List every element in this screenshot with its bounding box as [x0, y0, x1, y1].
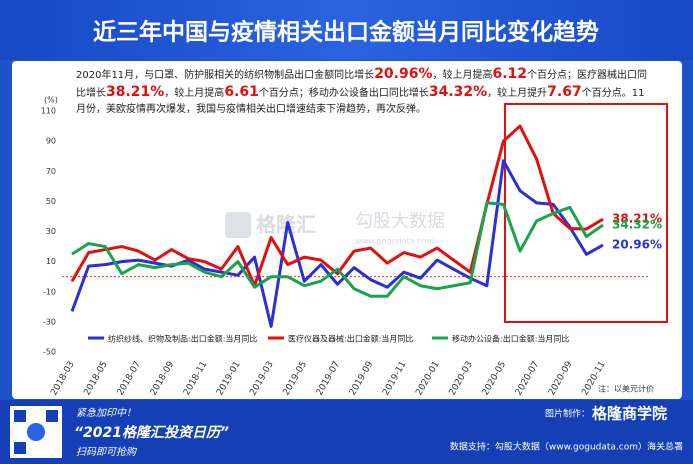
watermark-text: 勾股大数据: [355, 211, 445, 232]
source: 数据支持：勾股大数据（www.gogudata.com）海关总署: [450, 441, 683, 453]
watermark-icon: [225, 212, 251, 238]
highlight-text: 6.61: [224, 84, 259, 100]
legend-label: 医疗仪器及器械:出口金额:当月同比: [288, 334, 413, 344]
text: ，较上月提高: [164, 88, 225, 99]
highlight-text: 34.32%: [428, 84, 488, 100]
qr-block: [14, 410, 26, 422]
qr-code: [10, 406, 62, 458]
footer-band: [0, 400, 693, 464]
highlight-text: 7.67: [547, 84, 582, 100]
credit-name: 格隆商学院: [592, 405, 667, 423]
y-axis-unit: (%): [44, 96, 58, 105]
y-tick-label: -30: [43, 317, 56, 326]
qr-block: [14, 442, 26, 454]
text: ，较上月提升: [487, 88, 548, 99]
value-label: 20.96%: [612, 238, 662, 252]
text: 个百分点。11月份，美欧疫情再次爆发，我国与疫情相关出口增速结束下滑趋势，再次反…: [76, 88, 645, 115]
promo-line: 紧急加印中！: [76, 407, 136, 419]
qr-block: [46, 410, 58, 422]
y-tick-label: -10: [43, 287, 56, 296]
value-label: 38.21%: [612, 212, 662, 226]
y-tick-label: 50: [46, 197, 56, 206]
text: 2020年11月，与口罩、防护服相关的纺织物制品出口金额同比增长: [76, 70, 375, 81]
text: 个百分点；医疗器械出口同比增长: [76, 70, 648, 99]
series-line: [70, 159, 604, 328]
y-tick-label: 110: [41, 107, 56, 116]
highlight-text: 6.12: [492, 66, 528, 82]
header-band: [0, 0, 693, 60]
text: 个百分点；移动办公设备出口同比增长: [258, 88, 429, 99]
series-line: [71, 201, 604, 298]
card: [12, 61, 682, 399]
legend-label: 移动办公设备:出口金额:当月同比: [452, 334, 569, 344]
value-label: 34.32%: [612, 217, 662, 231]
promo-line: 扫码即可抢购: [76, 446, 138, 458]
y-tick-label: -50: [43, 348, 56, 357]
text: ，较上月提高: [432, 70, 493, 81]
y-tick-label: 90: [46, 137, 56, 146]
legend-label: 纺织纱线、织物及制品:出口金额:当月同比: [108, 334, 257, 344]
description: 2020年11月，与口罩、防护服相关的纺织物制品出口金额同比增长20.96%，较…: [76, 66, 651, 118]
highlight-text: 38.21%: [106, 84, 165, 100]
y-tick-label: 10: [46, 257, 56, 266]
credit-label: 图片制作：: [545, 408, 590, 420]
chart-title: 近三年中国与疫情相关出口金额当月同比变化趋势: [93, 19, 599, 46]
footnote: 注：以美元计价: [598, 384, 654, 394]
highlight-text: 20.96%: [374, 66, 433, 82]
watermark: 格隆汇 勾股大数据 www.gogudata.com: [225, 211, 445, 246]
series-line: [70, 124, 604, 288]
y-tick-label: 70: [46, 167, 56, 176]
y-tick-label: 30: [46, 227, 56, 236]
qr-logo: [27, 423, 45, 441]
promo-title: “2021格隆汇投资日历”: [74, 424, 229, 441]
watermark-url: www.gogudata.com: [355, 237, 434, 246]
